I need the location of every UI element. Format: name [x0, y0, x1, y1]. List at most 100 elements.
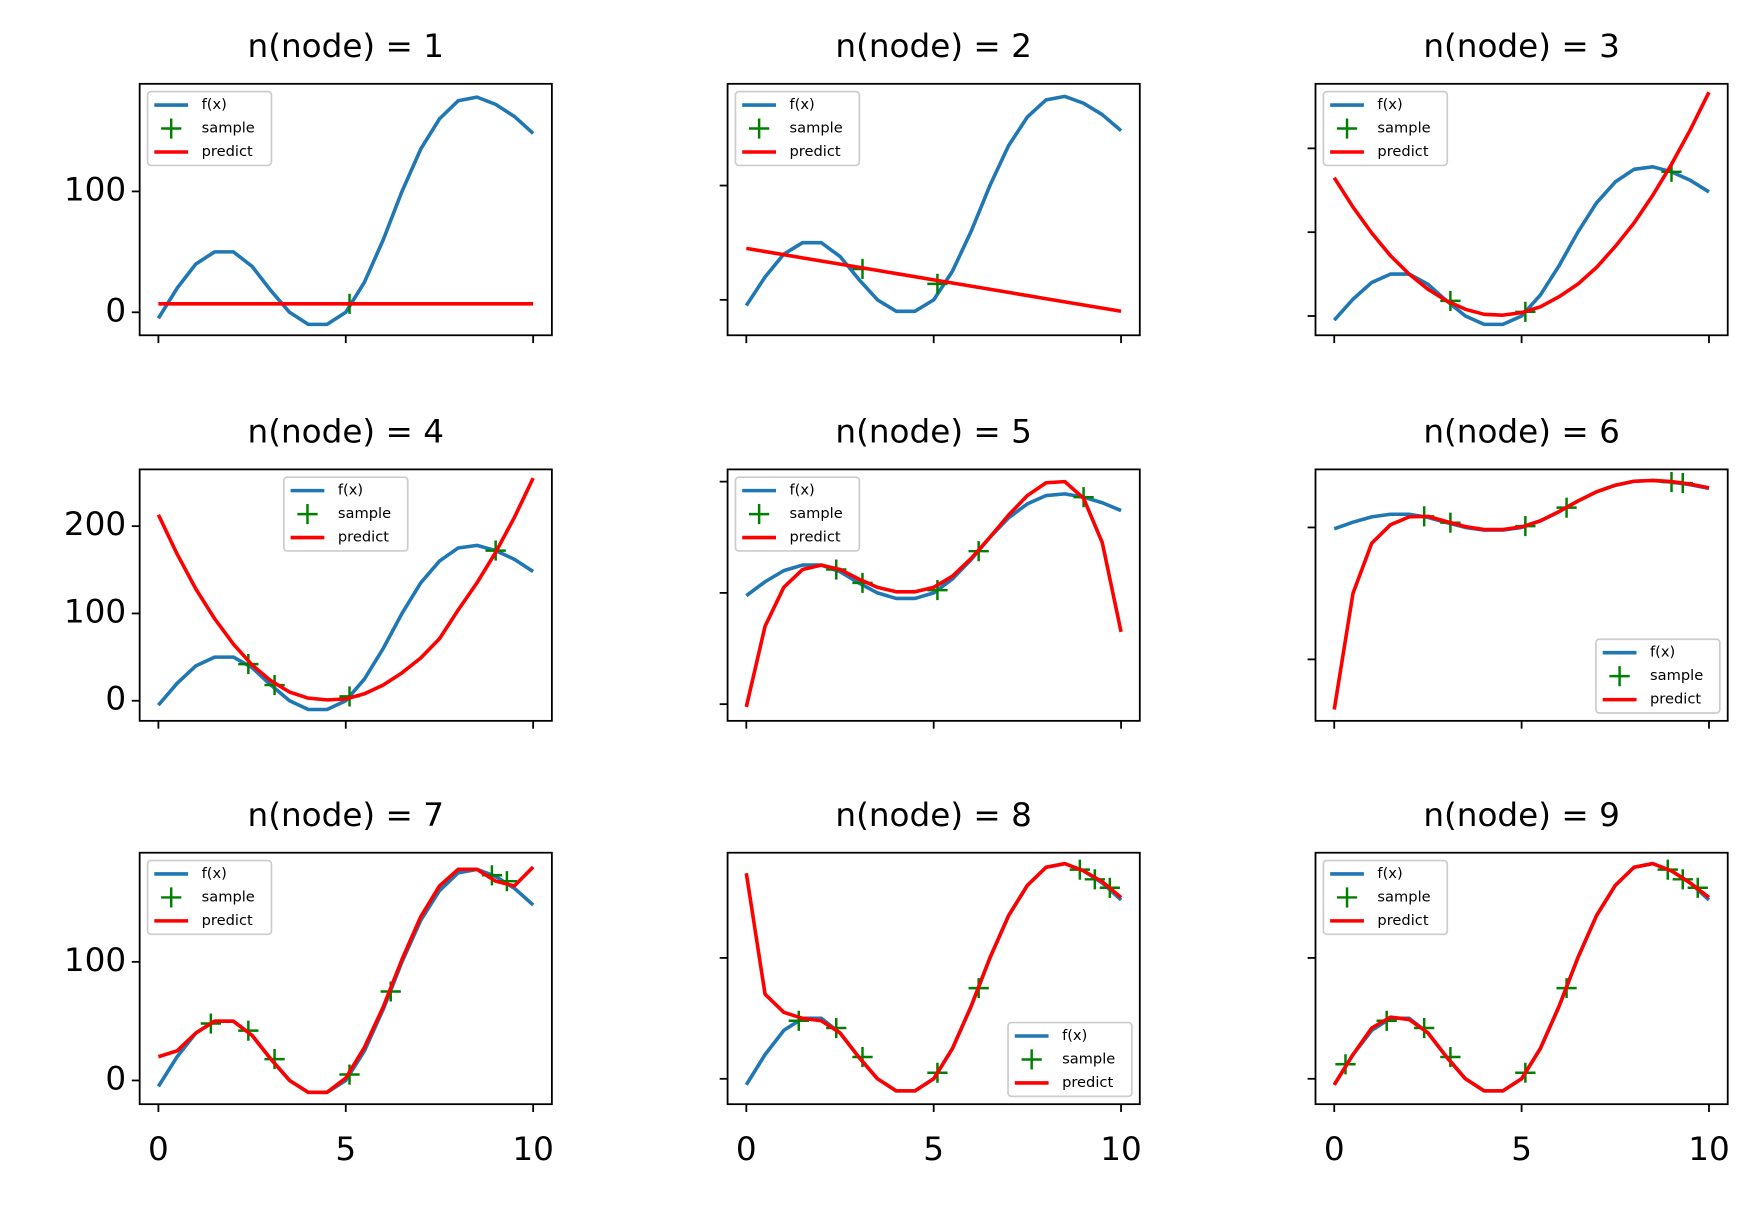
legend-box: [734, 90, 861, 167]
legend-label: f(x): [790, 482, 815, 499]
y-tick-label: 100: [64, 593, 126, 631]
x-tick-label: 0: [1324, 1130, 1345, 1168]
sample-marker: [788, 1010, 809, 1031]
subplot: n(node) = 6 f(x) sample predict: [1307, 413, 1729, 729]
legend-label: f(x): [790, 96, 815, 113]
x-tick-label: 10: [512, 1130, 554, 1168]
plot-area: [744, 94, 1123, 314]
legend-box: [1007, 1021, 1133, 1098]
axes-frame: [1314, 468, 1729, 722]
y-tick-label: 100: [64, 941, 126, 979]
subplot: n(node) = 5 f(x) sample predict: [719, 413, 1141, 729]
plot-area: [156, 477, 535, 712]
subplot-title: n(node) = 9: [1423, 796, 1619, 834]
series-line: [745, 492, 1122, 601]
legend: f(x) sample predict: [1322, 90, 1449, 167]
legend-label: sample: [202, 120, 255, 137]
legend-box: [282, 476, 409, 552]
series-line: [1332, 165, 1710, 327]
subplot: n(node) = 9 0 5 10 f(x) sample predict: [1307, 796, 1730, 1168]
legend-box: [146, 859, 273, 936]
axes-frame: [726, 82, 1141, 337]
subplot-title: n(node) = 3: [1423, 27, 1619, 65]
series-line: [1332, 861, 1711, 1093]
x-tick-label: 5: [923, 1130, 944, 1168]
plot-area: [156, 95, 535, 327]
series-line: [157, 865, 535, 1095]
legend-symbol: [1021, 1049, 1042, 1070]
y-tick-label: 200: [64, 505, 126, 543]
legend-label: f(x): [1650, 644, 1675, 661]
series-line: [1333, 478, 1710, 532]
legend-symbol: [161, 887, 182, 908]
subplot-title: n(node) = 8: [835, 796, 1031, 834]
series-line: [156, 477, 535, 702]
legend-label: f(x): [1062, 1027, 1087, 1044]
legend-box: [146, 90, 273, 167]
y-tick-label: 0: [105, 291, 126, 329]
legend-label: predict: [1377, 912, 1428, 929]
y-tick-label: 100: [64, 170, 126, 208]
legend: f(x) sample predict: [1007, 1021, 1133, 1098]
legend-symbol: [1609, 666, 1630, 687]
legend-label: sample: [338, 505, 391, 522]
x-tick-label: 10: [1100, 1130, 1142, 1168]
legend-label: predict: [1062, 1074, 1113, 1091]
legend-symbol: [1336, 887, 1358, 908]
legend-label: f(x): [338, 482, 363, 499]
legend-symbol: [297, 504, 318, 525]
subplot: n(node) = 4 0 100 200 f(x) sample predict: [64, 413, 553, 729]
subplot-title: n(node) = 6: [1423, 413, 1619, 451]
x-tick-label: 5: [1511, 1130, 1532, 1168]
legend: f(x) sample predict: [1595, 638, 1721, 714]
legend-label: sample: [1650, 667, 1703, 684]
series-line: [1332, 91, 1711, 317]
legend: f(x) sample predict: [282, 476, 409, 552]
plot-area: [1332, 859, 1711, 1093]
legend-label: sample: [1062, 1051, 1115, 1068]
legend-label: f(x): [1377, 96, 1402, 113]
subplot-title: n(node) = 4: [248, 413, 444, 451]
legend-label: sample: [202, 888, 255, 905]
series-line: [744, 94, 1123, 314]
subplot: n(node) = 1 0 100 f(x) sample predict: [64, 27, 553, 344]
legend-box: [1595, 638, 1721, 714]
legend-label: predict: [338, 529, 389, 546]
series-line: [746, 246, 1122, 314]
legend-symbol: [748, 504, 770, 525]
legend-symbol: [1336, 118, 1358, 139]
legend-label: sample: [790, 120, 843, 137]
legend: f(x) sample predict: [146, 859, 273, 936]
subplot-title: n(node) = 5: [835, 413, 1031, 451]
legend-label: sample: [1377, 120, 1430, 137]
legend-box: [1322, 90, 1449, 167]
axes-frame: [1314, 851, 1729, 1106]
plot-area: [744, 479, 1123, 708]
legend: f(x) sample predict: [734, 476, 861, 552]
x-tick-label: 0: [148, 1130, 169, 1168]
axes-frame: [138, 82, 553, 337]
legend-label: predict: [1650, 691, 1701, 708]
x-tick-label: 10: [1688, 1130, 1730, 1168]
sample-marker: [238, 654, 259, 675]
x-tick-label: 5: [335, 1130, 356, 1168]
plot-area: [1332, 471, 1710, 710]
series-line: [744, 479, 1123, 708]
subplot-title: n(node) = 2: [835, 27, 1031, 65]
axes-frame: [726, 851, 1141, 1106]
legend-label: sample: [790, 505, 843, 522]
legend-box: [734, 476, 861, 552]
subplot: n(node) = 8 0 5 10 f(x) sample predict: [719, 796, 1142, 1168]
legend-label: sample: [1377, 888, 1430, 905]
subplot-title: n(node) = 1: [248, 27, 444, 65]
legend-label: predict: [202, 143, 253, 160]
subplot: n(node) = 2 f(x) sample predict: [719, 27, 1141, 344]
legend: f(x) sample predict: [146, 90, 273, 167]
subplot: n(node) = 3 f(x) sample predict: [1307, 27, 1729, 344]
legend-label: predict: [790, 143, 841, 160]
legend-box: [1322, 859, 1449, 936]
axes-frame: [138, 468, 553, 722]
x-tick-label: 0: [736, 1130, 757, 1168]
